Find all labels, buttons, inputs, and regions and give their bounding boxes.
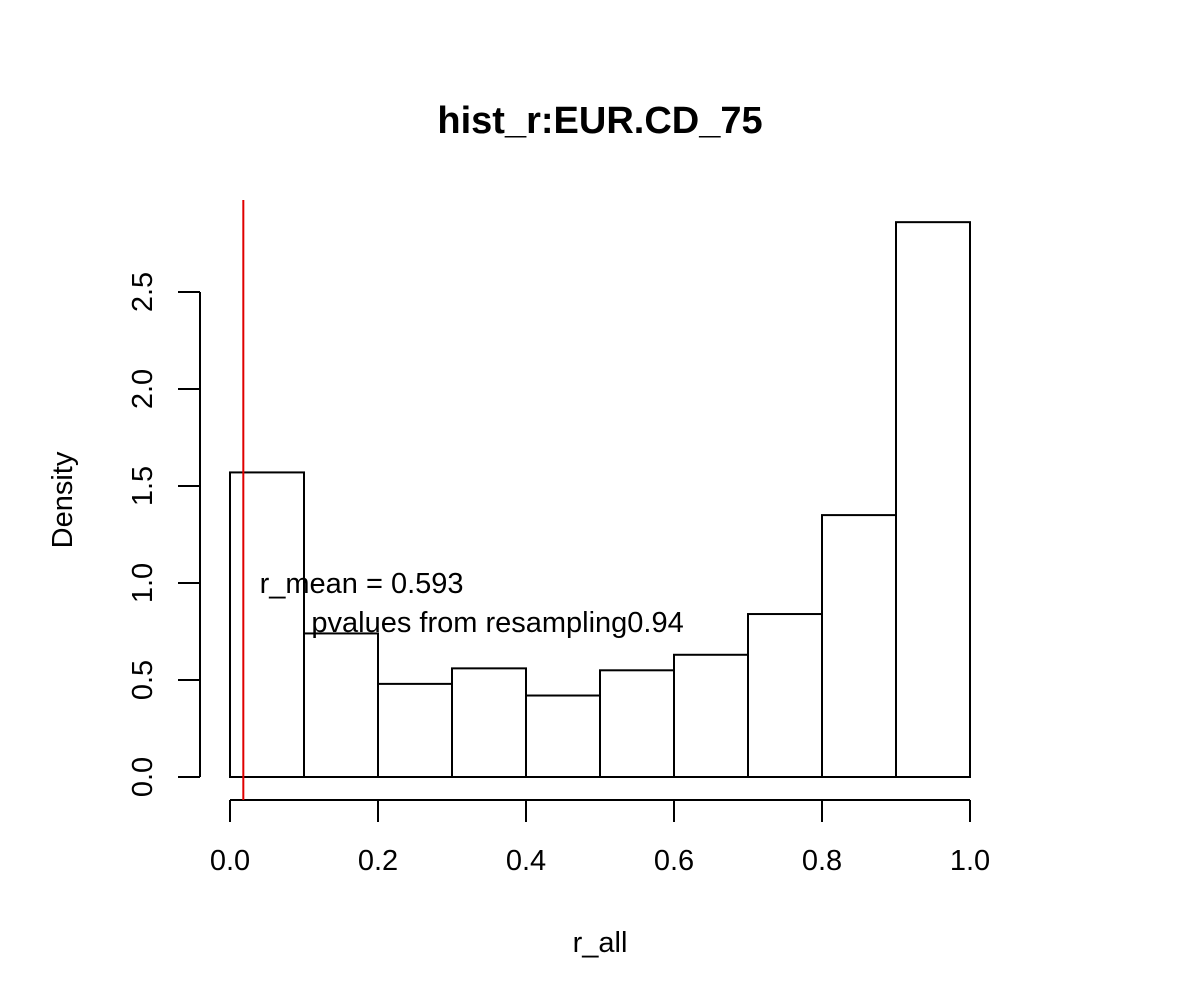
histogram-bar xyxy=(229,471,305,778)
x-tick-label: 0.6 xyxy=(654,845,694,877)
chart-title: hist_r:EUR.CD_75 xyxy=(437,100,762,142)
annotation-text: r_mean = 0.593 xyxy=(260,568,464,600)
y-axis-label: Density xyxy=(47,451,79,548)
x-tick-label: 0.4 xyxy=(506,845,546,877)
annotations-group: r_mean = 0.593 pvalues from resampling0.9… xyxy=(260,568,684,639)
x-tick-label: 1.0 xyxy=(950,845,990,877)
y-axis: 0.0 0.5 1.0 1.5 2.0 2.5 xyxy=(127,272,201,797)
x-tick-label: 0.0 xyxy=(210,845,250,877)
x-axis-label: r_all xyxy=(573,927,628,959)
histogram-bar xyxy=(895,221,971,779)
y-tick-label: 0.0 xyxy=(127,757,159,797)
histogram-bar xyxy=(747,613,823,778)
histogram-bar xyxy=(821,514,897,778)
histogram-bar xyxy=(599,669,675,778)
histogram-bar xyxy=(377,682,453,779)
histogram-bar xyxy=(303,632,379,778)
y-tick-label: 0.5 xyxy=(127,660,159,700)
histogram-bar xyxy=(451,667,527,778)
x-tick-label: 0.2 xyxy=(358,845,398,877)
x-axis: 0.0 0.2 0.4 0.6 0.8 1.0 xyxy=(210,799,990,877)
histogram-bar xyxy=(525,694,601,779)
histogram-bar xyxy=(673,653,749,779)
y-tick-label: 1.5 xyxy=(127,466,159,506)
annotation-text: pvalues from resampling0.94 xyxy=(311,607,683,639)
bars-group xyxy=(229,221,971,779)
y-tick-label: 2.0 xyxy=(127,369,159,409)
y-tick-label: 1.0 xyxy=(127,563,159,603)
y-tick-label: 2.5 xyxy=(127,272,159,312)
x-tick-label: 0.8 xyxy=(802,845,842,877)
